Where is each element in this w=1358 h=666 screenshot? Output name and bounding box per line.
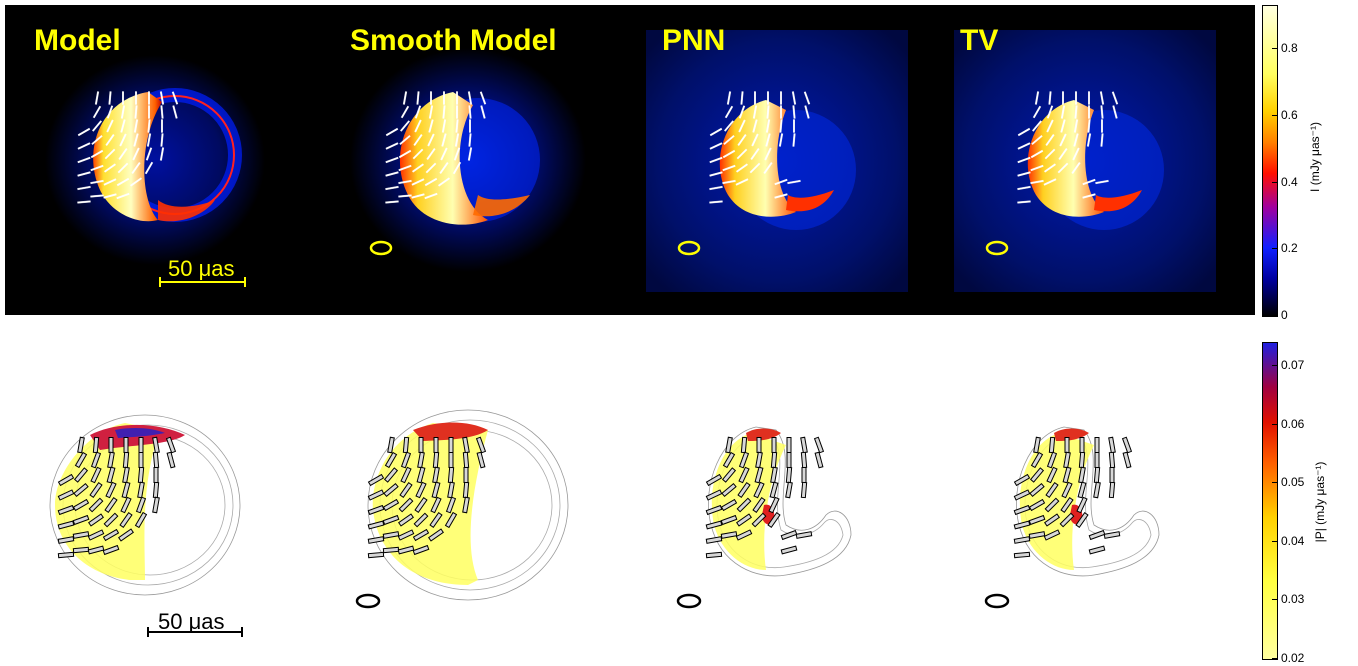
intensity-colorbar-tick-label: 0.4 — [1281, 174, 1298, 189]
polarization-colorbar-tick-mark — [1272, 423, 1277, 425]
intensity-colorbar-tick-label: 0 — [1281, 308, 1288, 322]
panel-title-pnn: PNN — [662, 24, 726, 57]
scale-bar-bottom — [147, 627, 243, 637]
intensity-colorbar-tick-label: 0.6 — [1281, 108, 1298, 122]
polarization-colorbar-tick-label: 0.02 — [1281, 651, 1305, 665]
intensity-colorbar-tick-mark — [1272, 115, 1277, 116]
beam-ellipse — [984, 593, 1010, 609]
polarization-colorbar-tick-label: 0.05 — [1281, 475, 1305, 490]
smooth-model-intensity-panel — [338, 30, 600, 292]
tv-intensity-panel — [954, 30, 1216, 292]
beam-ellipse — [677, 240, 701, 256]
polarization-colorbar-tick-mark — [1272, 540, 1277, 542]
polarization-colorbar-tick-mark — [1272, 365, 1277, 367]
polarization-colorbar-tick-label: 0.03 — [1281, 592, 1305, 607]
intensity-colorbar-tick-mark — [1272, 48, 1277, 50]
panel-title-model: Model — [34, 24, 121, 57]
beam-ellipse — [369, 240, 393, 256]
polarization-colorbar-tick-label: 0.07 — [1281, 358, 1305, 373]
intensity-colorbar-label: I (mJy μas⁻¹) — [1308, 122, 1322, 192]
beam-ellipse — [985, 240, 1009, 256]
model-intensity-panel — [30, 30, 292, 292]
intensity-colorbar-tick-label: 0.2 — [1281, 241, 1298, 256]
intensity-colorbar-tick-mark — [1272, 248, 1277, 250]
intensity-colorbar-tick-mark — [1272, 315, 1277, 316]
intensity-colorbar — [1262, 5, 1278, 317]
polarization-colorbar-tick-mark — [1272, 599, 1277, 601]
pnn-intensity-panel — [646, 30, 908, 292]
polarization-colorbar-tick-label: 0.04 — [1281, 533, 1305, 548]
panel-title-tv: TV — [960, 24, 999, 57]
scale-bar-top — [159, 277, 246, 287]
panel-title-smooth-model: Smooth Model — [350, 24, 557, 57]
beam-ellipse — [676, 593, 702, 609]
tv-polarization-panel — [954, 375, 1216, 637]
scale-bar-label-top: 50 μas — [168, 256, 235, 281]
pnn-polarization-panel — [646, 375, 908, 637]
polarization-colorbar-tick-mark — [1272, 482, 1277, 484]
intensity-colorbar-tick-mark — [1272, 181, 1277, 183]
polarization-colorbar-tick-label: 0.06 — [1281, 416, 1305, 431]
polarization-colorbar-tick-mark — [1272, 658, 1277, 659]
smooth-model-polarization-panel — [338, 375, 600, 637]
polarization-colorbar-label: |P| (mJy μas⁻¹) — [1313, 461, 1327, 543]
beam-ellipse — [355, 593, 381, 609]
polarization-colorbar — [1262, 342, 1278, 660]
intensity-colorbar-tick-label: 0.8 — [1281, 41, 1298, 56]
scale-bar-label-bottom: 50 μas — [158, 609, 225, 634]
model-polarization-panel — [30, 375, 292, 637]
